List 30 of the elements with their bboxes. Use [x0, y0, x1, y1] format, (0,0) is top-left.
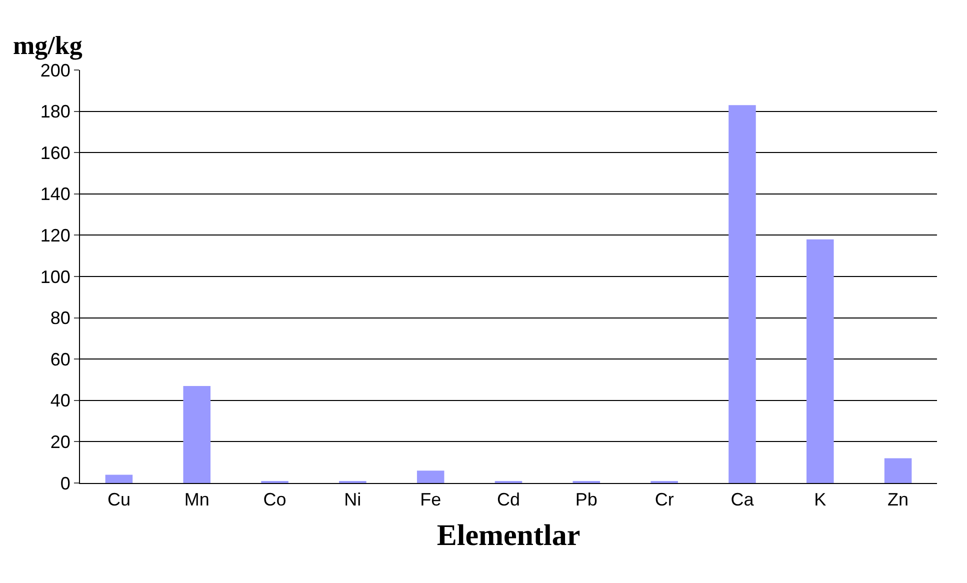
bar: [183, 386, 210, 483]
x-tick-label: Cd: [496, 490, 520, 510]
x-tick-label: Fe: [420, 490, 442, 510]
bar: [105, 474, 133, 483]
y-tick-label: 200: [40, 60, 70, 80]
x-tick-label: Ni: [344, 490, 362, 510]
y-tick-label: 20: [50, 432, 70, 452]
y-tick-label: 120: [40, 226, 70, 246]
y-tick-label: 140: [40, 184, 70, 204]
y-tick-label: 0: [60, 473, 70, 494]
y-tick-label: 180: [40, 102, 70, 122]
x-tick-label: Pb: [575, 490, 598, 510]
x-tick-label: Co: [263, 490, 286, 510]
y-tick-label: 60: [50, 349, 70, 370]
x-axis-title: Elementlar: [436, 519, 580, 552]
x-tick-label: K: [814, 490, 826, 510]
bar: [416, 470, 444, 483]
y-tick-label: 80: [50, 308, 70, 328]
bar: [728, 105, 756, 483]
y-tick-label: 40: [50, 390, 70, 411]
x-tick-label: Zn: [888, 490, 909, 510]
x-tick-label: Mn: [184, 490, 210, 510]
y-tick-label: 160: [40, 142, 70, 163]
x-tick-label: Cr: [654, 490, 674, 510]
y-axis-title: mg/kg: [13, 31, 82, 60]
bar: [884, 458, 912, 483]
x-tick-label: Ca: [730, 490, 755, 510]
bar: [806, 239, 834, 483]
x-tick-label: Cu: [107, 490, 130, 510]
y-tick-label: 100: [40, 266, 70, 287]
